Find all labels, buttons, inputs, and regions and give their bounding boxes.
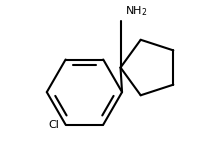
Text: NH$_2$: NH$_2$ (125, 5, 148, 18)
Text: Cl: Cl (49, 120, 60, 130)
